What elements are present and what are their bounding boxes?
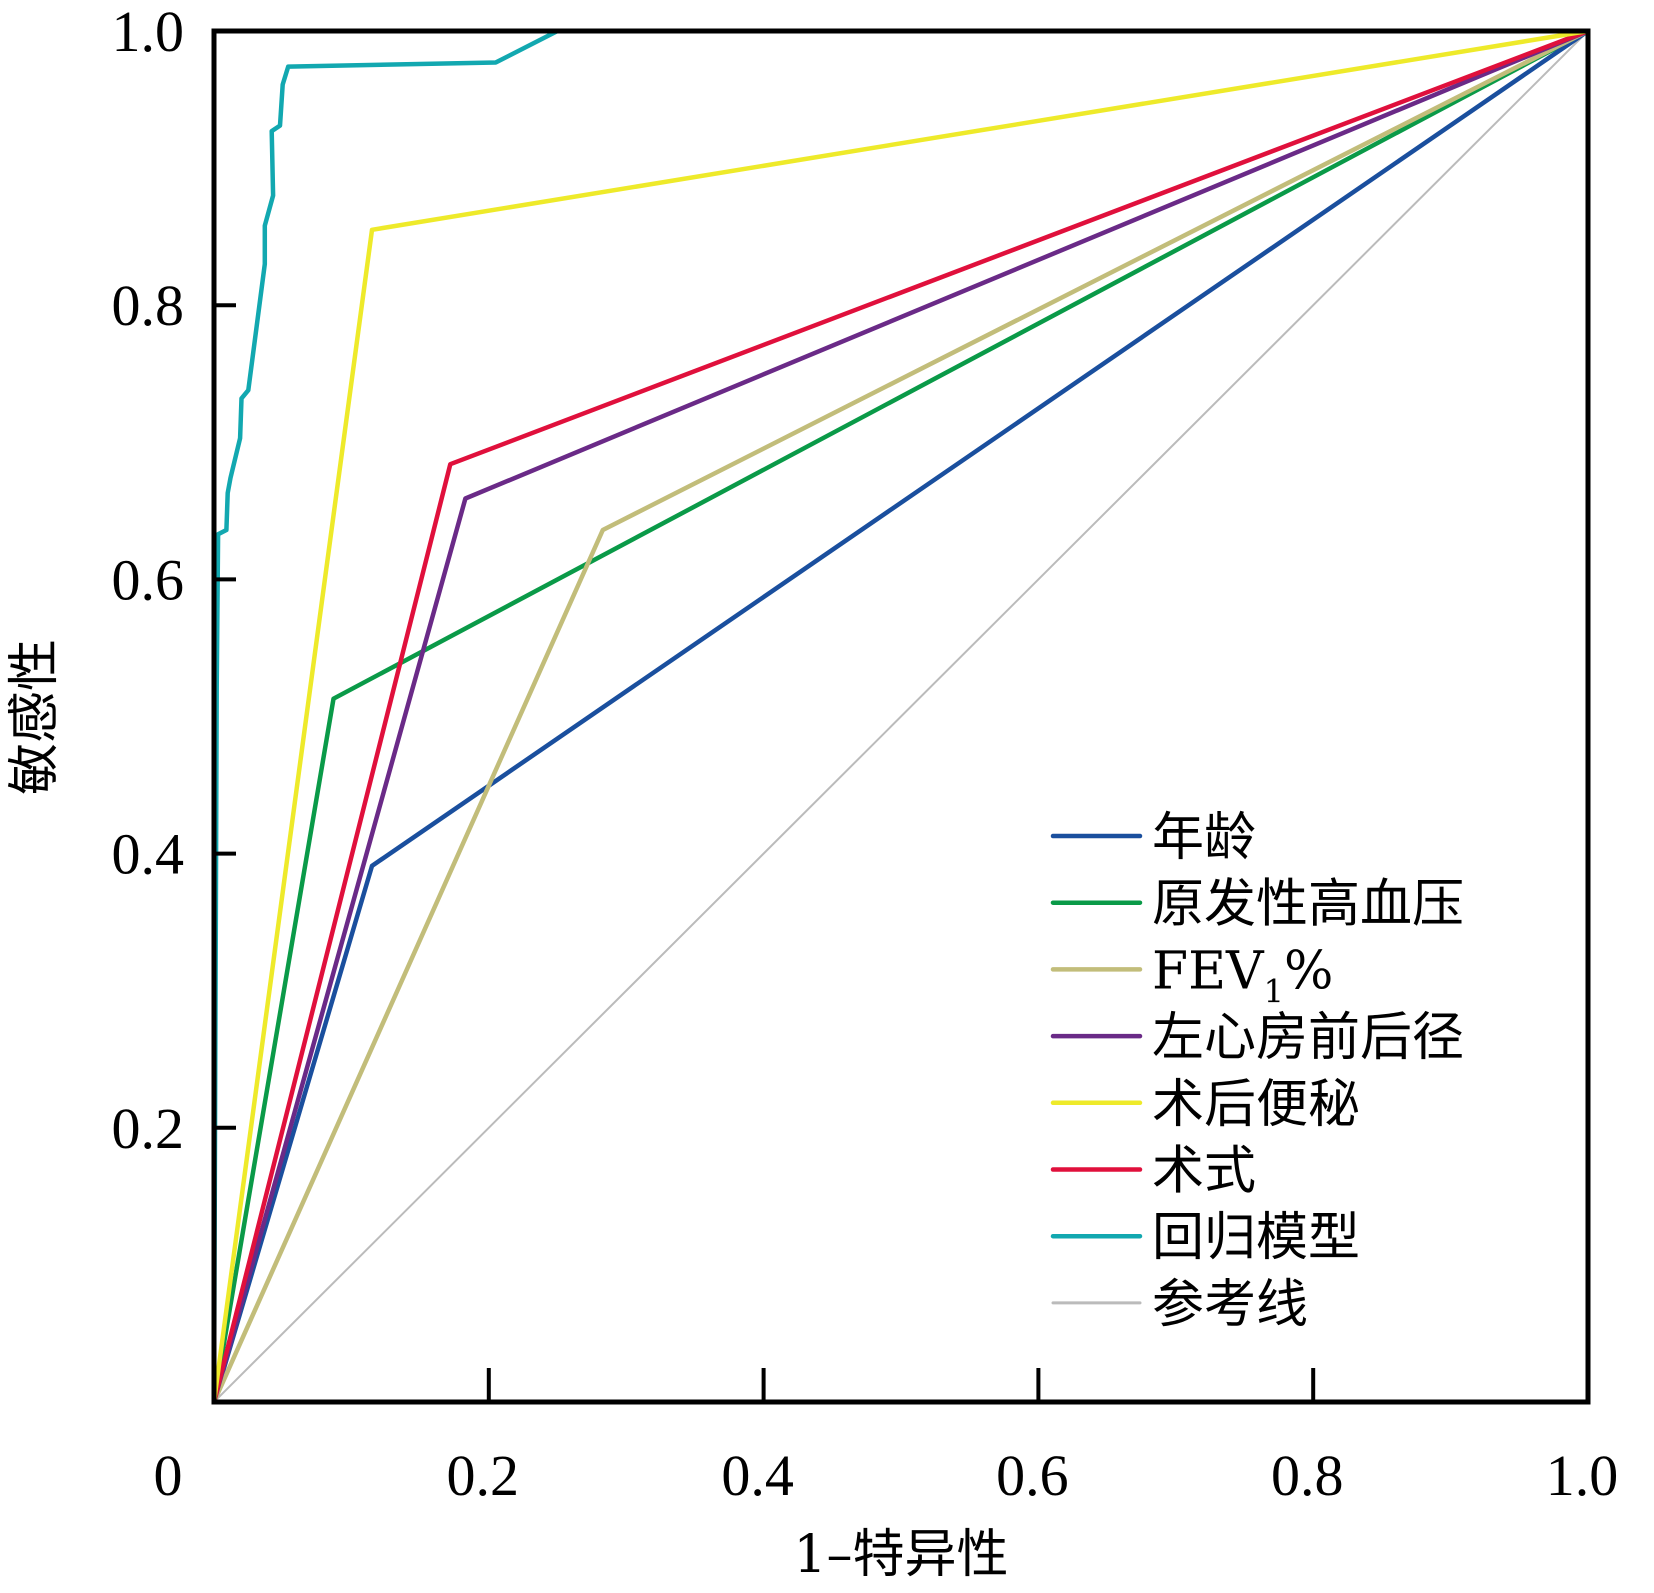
x-tick-label: 0.6 (996, 1443, 1069, 1508)
legend-item: FEV1% (1050, 941, 1333, 1010)
legend-label: 术式 (1152, 1142, 1256, 1202)
legend-label: 左心房前后径 (1152, 1008, 1464, 1068)
series-line-5 (211, 28, 1591, 1405)
x-tick-label: 0.8 (1271, 1443, 1344, 1508)
x-tick-label: 0 (154, 1443, 183, 1508)
plot-frame (211, 28, 1591, 1405)
series-layer (211, 28, 1591, 1405)
x-axis-title: 1–特异性 (793, 1525, 1008, 1585)
y-tick-label: 1.0 (112, 0, 185, 64)
series-line-7 (211, 28, 1591, 1405)
x-tick-label: 0.2 (447, 1443, 520, 1508)
legend-item: 参考线 (1051, 1275, 1308, 1335)
legend-label: FEV1% (1152, 941, 1333, 1010)
x-tick-label: 0.4 (721, 1443, 794, 1508)
legend-label: 原发性高血压 (1152, 875, 1464, 935)
y-tick-label: 0.8 (112, 273, 185, 338)
y-tick-label: 0.4 (112, 822, 185, 887)
y-tick-label: 0.6 (112, 547, 185, 612)
series-line-1 (211, 28, 1591, 1405)
legend-item: 原发性高血压 (1050, 875, 1464, 935)
ticks-layer: 0 0.2 0.4 0.6 0.8 1.0 0.2 0.4 0.6 0.8 1.0 (112, 0, 1619, 1508)
series-line-2 (211, 28, 1591, 1405)
legend-item: 回归模型 (1050, 1208, 1360, 1268)
legend-label: 参考线 (1152, 1275, 1308, 1335)
series-line-4 (211, 28, 1591, 1405)
y-axis-title: 敏感性 (5, 639, 65, 795)
legend-item: 术后便秘 (1050, 1075, 1360, 1135)
x-tick-label: 1.0 (1546, 1443, 1619, 1508)
legend-item: 术式 (1050, 1142, 1256, 1202)
series-line-3 (211, 28, 1591, 1405)
legend-label: 术后便秘 (1152, 1075, 1360, 1135)
y-tick-label: 0.2 (112, 1096, 185, 1161)
series-line-8 (213, 30, 1589, 1403)
legend-item: 年龄 (1050, 808, 1256, 868)
legend-label: 年龄 (1152, 808, 1256, 868)
series-line-6 (211, 28, 1591, 1405)
legend-item: 左心房前后径 (1050, 1008, 1464, 1068)
legend-label: 回归模型 (1152, 1208, 1360, 1268)
